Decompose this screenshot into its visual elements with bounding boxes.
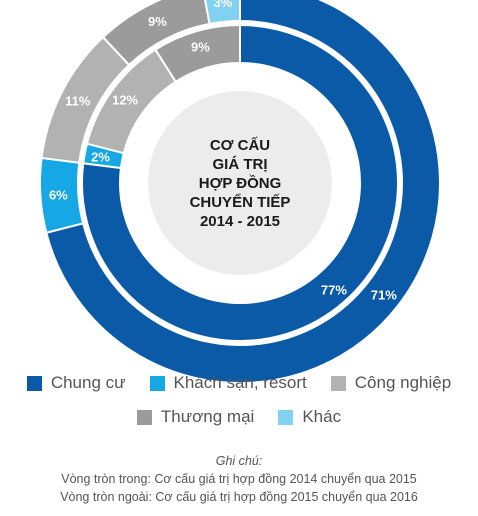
outer-slice-label-1: 71% <box>371 288 397 303</box>
outer-ring: 71% 6% 11% 9% 3% <box>39 0 441 384</box>
legend-item: Công nghiệp <box>330 373 452 393</box>
outer-slice-label-5: 3% <box>213 0 232 10</box>
chart-title-line: HỢP ĐỒNG <box>199 174 282 192</box>
notes-outer: Vòng tròn ngoài: Cơ cấu giá trị hợp đồng… <box>60 490 418 504</box>
inner-slice-label-4: 9% <box>191 40 210 55</box>
chart-title-line: 2014 - 2015 <box>200 213 280 230</box>
legend-row: Thương mại Khác <box>0 404 478 430</box>
outer-slice-label-4: 9% <box>148 14 167 29</box>
legend-row: Chung cư Khách sạn, resort Công nghiệp <box>0 370 478 396</box>
legend-item: Khác <box>278 407 341 427</box>
notes: Ghi chú: Vòng tròn trong: Cơ cấu giá trị… <box>0 452 478 506</box>
inner-slice-label-3: 12% <box>112 93 138 108</box>
outer-slice-5 <box>204 0 241 26</box>
legend-label: Chung cư <box>50 373 126 392</box>
legend: Chung cư Khách sạn, resort Công nghiệp Thư… <box>0 370 478 438</box>
inner-slice-1 <box>81 23 399 342</box>
outer-slice-label-3: 11% <box>65 93 91 108</box>
chart-title-line: GIÁ TRỊ <box>213 156 268 173</box>
legend-label: Công nghiệp <box>354 373 452 392</box>
chart-title-line: CHUYỂN TIẾP <box>190 193 291 211</box>
inner-slice-4 <box>153 23 241 84</box>
legend-item: Thương mại <box>136 407 255 427</box>
legend-swatch <box>330 375 346 391</box>
legend-label: Thương mại <box>160 407 255 426</box>
outer-slice-label-2: 6% <box>49 187 68 202</box>
notes-inner: Vòng tròn trong: Cơ cấu giá trị hợp đồng… <box>61 472 417 486</box>
legend-swatch <box>26 375 42 391</box>
legend-item: Chung cư <box>26 373 126 393</box>
legend-label: Khách sạn, resort <box>173 373 307 392</box>
inner-slice-label-2: 2% <box>91 149 110 164</box>
notes-title: Ghi chú: <box>215 454 263 468</box>
legend-swatch <box>136 409 152 425</box>
center-inner-disc <box>148 91 332 275</box>
legend-swatch <box>278 409 294 425</box>
inner-slice-label-1: 77% <box>321 283 347 298</box>
legend-label: Khác <box>302 407 342 426</box>
legend-swatch <box>149 375 165 391</box>
inner-ring: 77% 2% 12% 9% <box>81 23 399 342</box>
legend-item: Khách sạn, resort <box>149 373 307 393</box>
outer-slice-1 <box>45 0 441 384</box>
chart-title-line: CƠ CẤU <box>210 137 270 154</box>
